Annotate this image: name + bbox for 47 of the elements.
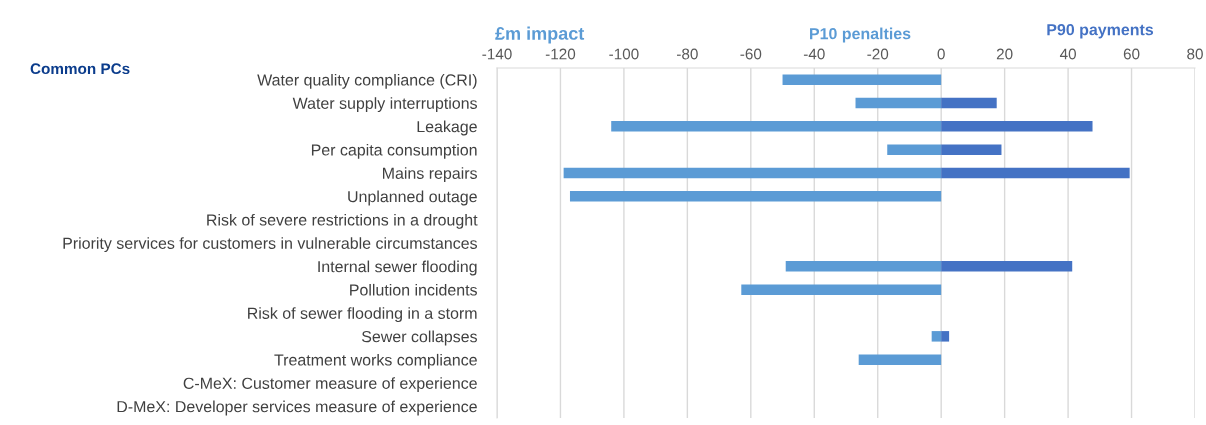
bar: [569, 191, 942, 202]
x-axis-title: £m impact: [495, 26, 585, 44]
x-tick-label: -100: [609, 48, 639, 60]
text: P90 payments: [1047, 23, 1154, 39]
x-tick-label: 60: [1123, 48, 1140, 60]
x-tick-label: 40: [1059, 48, 1076, 60]
y-tick-label: Per capita consumption: [311, 143, 477, 159]
bar: [941, 167, 1130, 179]
bar: [941, 261, 1073, 272]
y-tick-label: Sewer collapses: [361, 330, 477, 346]
y-tick-label: Priority services for customers in vulnerable circumstances: [63, 237, 477, 253]
bar: [611, 121, 942, 132]
bar: [941, 121, 1093, 132]
bar: [941, 144, 1002, 155]
x-tick-label: 80: [1187, 48, 1203, 60]
x-tick-label: -60: [740, 48, 762, 60]
bar: [782, 74, 942, 85]
y-tick-label: C-MeX: Customer measure of experience: [183, 377, 477, 393]
y-tick-label: Risk of sewer flooding in a storm: [248, 307, 477, 323]
bar: [858, 354, 942, 365]
x-tick-label: -40: [803, 48, 825, 60]
text: P10 penalties: [810, 27, 911, 43]
y-tick-label: Leakage: [417, 120, 477, 136]
x-tick-label: -140: [482, 48, 512, 60]
x-tick-label: 20: [996, 48, 1013, 60]
bar: [563, 167, 942, 179]
bar: [741, 284, 942, 295]
x-tick-label: 0: [937, 48, 945, 60]
y-tick-label: Risk of severe restrictions in a drought: [207, 213, 478, 229]
y-tick-label: Unplanned outage: [348, 190, 477, 206]
y-tick-label: Water quality compliance (CRI): [257, 73, 477, 89]
text: Common PCs: [30, 63, 130, 75]
x-tick-label: -80: [677, 48, 698, 60]
y-tick-label: Water supply interruptions: [292, 97, 477, 113]
y-tick-label: Internal sewer flooding: [318, 260, 477, 276]
bar: [931, 331, 942, 342]
x-tick-label: -120: [545, 48, 576, 60]
y-tick-label: D-MeX: Developer services measure of experience: [117, 400, 477, 416]
bar: [785, 261, 942, 272]
y-tick-label: Pollution incidents: [350, 283, 477, 296]
bar: [941, 331, 950, 342]
bar: [855, 97, 942, 109]
bar: [887, 144, 942, 155]
x-tick-label: -20: [867, 48, 889, 60]
y-tick-label: Mains repairs: [383, 167, 477, 183]
y-tick-label: Treatment works compliance: [274, 353, 477, 369]
bar: [941, 97, 997, 109]
